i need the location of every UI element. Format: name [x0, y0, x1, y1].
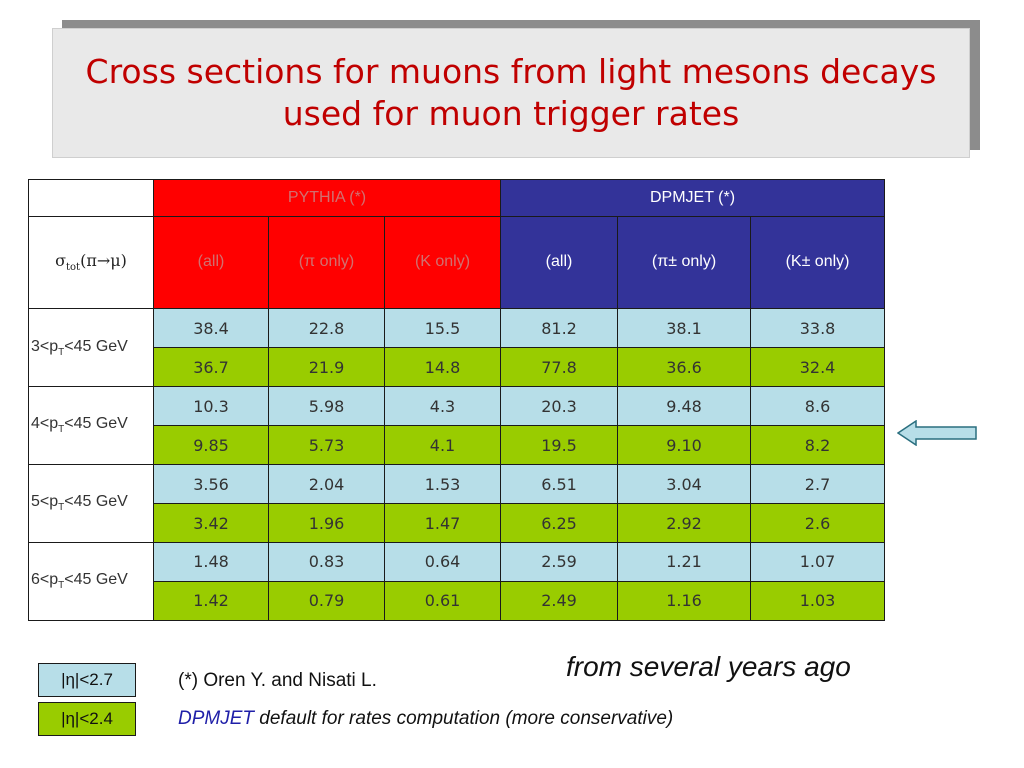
value-cell: 2.7	[750, 464, 886, 505]
value-cell: 1.47	[383, 503, 502, 543]
value-cell: 2.59	[500, 541, 619, 582]
column-header: (all)	[500, 215, 619, 310]
value-cell: 8.6	[750, 386, 886, 427]
value-cell: 38.4	[153, 308, 269, 349]
value-cell: 3.56	[153, 464, 269, 505]
value-cell: 10.3	[153, 386, 269, 427]
table-row: 36.7 21.9 14.8 77.8 36.6 32.4	[29, 347, 886, 388]
value-cell: 0.64	[383, 541, 502, 582]
dpmjet-note-rest: default for rates computation (more cons…	[254, 708, 674, 729]
table-row: 3<pT<45 GeV 38.4 22.8 15.5 81.2 38.1 33.8	[28, 308, 886, 388]
cross-section-table: PYTHIA (*) DPMJET (*) σtot(π→μ) (all) (π…	[28, 179, 886, 622]
left-arrow-icon	[897, 420, 977, 446]
reference-note: (*) Oren Y. and Nisati L.	[178, 670, 377, 691]
value-cell: 3.04	[617, 464, 752, 505]
value-cell: 6.25	[500, 503, 619, 543]
value-cell: 1.21	[617, 541, 752, 582]
value-cell: 0.79	[268, 580, 385, 622]
column-header: (K± only)	[750, 215, 886, 310]
title-line-1: Cross sections for muons from light meso…	[85, 52, 937, 91]
value-cell: 77.8	[500, 347, 619, 388]
value-cell: 1.42	[153, 580, 269, 622]
slide-title: Cross sections for muons from light meso…	[52, 28, 970, 158]
value-cell: 4.1	[383, 425, 502, 466]
value-cell: 5.73	[268, 425, 385, 466]
title-line-2: used for muon trigger rates	[282, 94, 740, 133]
value-cell: 1.03	[750, 580, 886, 622]
value-cell: 21.9	[268, 347, 385, 388]
value-cell: 0.83	[268, 541, 385, 582]
corner-cell	[28, 179, 154, 217]
value-cell: 6.51	[500, 464, 619, 505]
column-header: (π only)	[268, 215, 385, 310]
value-cell: 9.10	[617, 425, 752, 466]
legend-eta24: |η|<2.4	[38, 702, 136, 736]
value-cell: 20.3	[500, 386, 619, 427]
from-years-note: from several years ago	[566, 651, 851, 682]
pt-range-label: 4<pT<45 GeV	[28, 386, 154, 466]
column-header: (all)	[153, 215, 269, 310]
pt-range-label: 3<pT<45 GeV	[28, 308, 154, 388]
pt-range-label: 5<pT<45 GeV	[28, 464, 154, 543]
table-row: 4<pT<45 GeV 10.3 5.98 4.3 20.3 9.48 8.6	[28, 386, 886, 466]
value-cell: 0.61	[383, 580, 502, 622]
table-row: 9.85 5.73 4.1 19.5 9.10 8.2	[29, 425, 886, 466]
table-row: 3.42 1.96 1.47 6.25 2.92 2.6	[29, 503, 886, 543]
value-cell: 9.48	[617, 386, 752, 427]
value-cell: 8.2	[750, 425, 886, 466]
table-row: 5<pT<45 GeV 3.56 2.04 1.53 6.51 3.04 2.7	[28, 464, 886, 543]
dpmjet-header: DPMJET (*)	[500, 179, 886, 217]
pythia-header: PYTHIA (*)	[152, 179, 502, 217]
value-cell: 32.4	[750, 347, 886, 388]
value-cell: 2.92	[617, 503, 752, 543]
value-cell: 3.42	[153, 503, 269, 543]
value-cell: 15.5	[383, 308, 502, 349]
table-header-row-1: PYTHIA (*) DPMJET (*)	[28, 179, 886, 217]
sigma-label: σtot(π→μ)	[28, 215, 154, 310]
column-header: (π± only)	[617, 215, 752, 310]
value-cell: 14.8	[383, 347, 502, 388]
value-cell: 38.1	[617, 308, 752, 349]
value-cell: 81.2	[500, 308, 619, 349]
value-cell: 5.98	[268, 386, 385, 427]
value-cell: 9.85	[153, 425, 269, 466]
value-cell: 2.04	[268, 464, 385, 505]
table-row: 6<pT<45 GeV 1.48 0.83 0.64 2.59 1.21 1.07	[28, 541, 886, 622]
value-cell: 22.8	[268, 308, 385, 349]
dpmjet-note: DPMJET default for rates computation (mo…	[178, 708, 673, 730]
value-cell: 36.6	[617, 347, 752, 388]
value-cell: 1.48	[153, 541, 269, 582]
value-cell: 1.96	[268, 503, 385, 543]
value-cell: 2.6	[750, 503, 886, 543]
value-cell: 33.8	[750, 308, 886, 349]
column-header: (K only)	[383, 215, 502, 310]
dpmjet-word: DPMJET	[178, 708, 254, 729]
value-cell: 36.7	[153, 347, 269, 388]
value-cell: 1.53	[383, 464, 502, 505]
value-cell: 1.07	[750, 541, 886, 582]
legend-eta27: |η|<2.7	[38, 663, 136, 697]
value-cell: 1.16	[617, 580, 752, 622]
pt-range-label: 6<pT<45 GeV	[28, 541, 154, 622]
value-cell: 19.5	[500, 425, 619, 466]
value-cell: 2.49	[500, 580, 619, 622]
table-header-row-2: σtot(π→μ) (all) (π only) (K only) (all) …	[28, 215, 886, 310]
value-cell: 4.3	[383, 386, 502, 427]
table-row: 1.42 0.79 0.61 2.49 1.16 1.03	[29, 580, 886, 622]
table-body: 3<pT<45 GeV 38.4 22.8 15.5 81.2 38.1 33.8 36.7 2…	[28, 308, 886, 622]
